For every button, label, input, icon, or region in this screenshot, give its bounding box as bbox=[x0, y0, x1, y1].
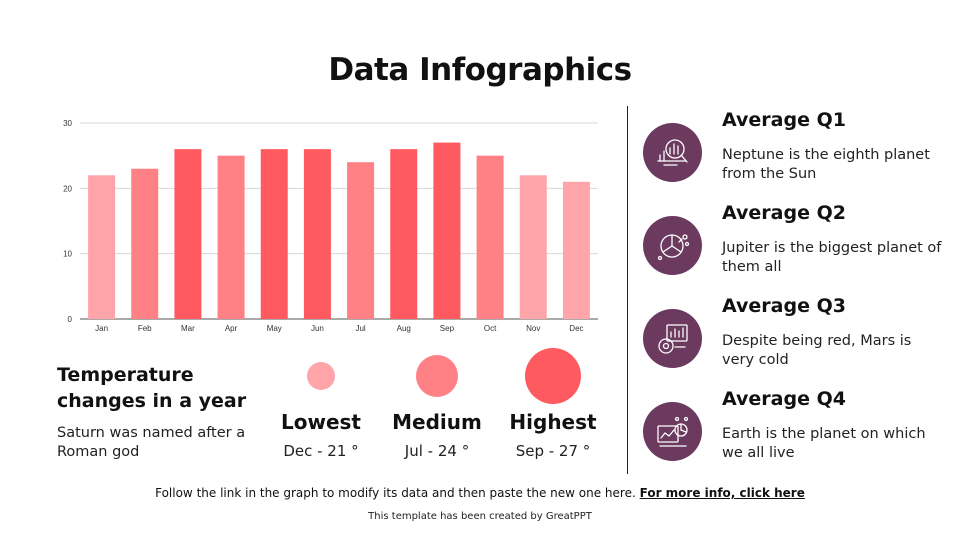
bar-mar bbox=[174, 149, 202, 319]
legend-value-lowest: Dec - 21 ° bbox=[283, 442, 359, 460]
average-q1-title: Average Q1 bbox=[722, 109, 846, 131]
y-tick-label: 0 bbox=[68, 315, 73, 324]
credit-text: This template has been created by GreatP… bbox=[368, 511, 592, 522]
bar-sep bbox=[433, 142, 461, 319]
y-tick-label: 30 bbox=[63, 119, 72, 128]
legend-label-medium: Medium bbox=[392, 410, 482, 434]
average-q4: Average Q4 Earth is the planet on which … bbox=[643, 388, 943, 468]
x-tick-label: Mar bbox=[181, 324, 195, 333]
medium-dot bbox=[416, 355, 458, 397]
x-tick-label: Sep bbox=[440, 324, 455, 333]
x-tick-label: Dec bbox=[569, 324, 583, 333]
average-q2: Average Q2 Jupiter is the biggest planet… bbox=[643, 202, 943, 282]
footer: Follow the link in the graph to modify i… bbox=[0, 486, 960, 500]
bar-feb bbox=[131, 168, 159, 319]
legend-value-medium: Jul - 24 ° bbox=[404, 442, 470, 460]
x-tick-label: Aug bbox=[397, 324, 411, 333]
dashboard-gauge-icon bbox=[643, 309, 702, 368]
y-tick-label: 20 bbox=[63, 184, 72, 193]
x-tick-label: Jan bbox=[95, 324, 108, 333]
temperature-title: Temperature changes in a year bbox=[57, 364, 247, 412]
highest-dot bbox=[525, 348, 581, 404]
bar-jul bbox=[347, 162, 375, 319]
bar-aug bbox=[390, 149, 418, 319]
bar-oct bbox=[476, 155, 504, 319]
bar-chart[interactable]: 0 10 20 30 Jan Feb Mar Apr May Jun Jul Aug Sep Oct Nov… bbox=[55, 112, 615, 342]
chart-magnifier-icon bbox=[643, 123, 702, 182]
pie-network-icon bbox=[643, 216, 702, 275]
legend-label-lowest: Lowest bbox=[281, 410, 361, 434]
lowest-dot bbox=[307, 362, 335, 390]
bar-may bbox=[260, 149, 288, 319]
x-tick-label: Feb bbox=[138, 324, 152, 333]
x-tick-label: Jun bbox=[311, 324, 324, 333]
legend-medium: Medium Jul - 24 ° bbox=[377, 346, 497, 460]
average-q4-description: Earth is the planet on which we all live bbox=[722, 426, 926, 461]
temperature-description: Saturn was named after a Roman god bbox=[57, 425, 246, 460]
x-tick-label: May bbox=[267, 324, 282, 333]
x-tick-label: Oct bbox=[484, 324, 497, 333]
average-q2-description: Jupiter is the biggest planet of them al… bbox=[722, 240, 942, 275]
x-tick-label: Jul bbox=[355, 324, 365, 333]
page-title: Data Infographics bbox=[328, 52, 632, 88]
bar-chart-svg[interactable]: 0 10 20 30 Jan Feb Mar Apr May Jun Jul Aug Sep Oct Nov… bbox=[55, 112, 615, 342]
analytics-graph-icon bbox=[643, 402, 702, 461]
bar-nov bbox=[519, 175, 547, 319]
average-q4-title: Average Q4 bbox=[722, 388, 846, 410]
legend-value-highest: Sep - 27 ° bbox=[515, 442, 591, 460]
vertical-divider bbox=[627, 106, 628, 474]
legend-highest: Highest Sep - 27 ° bbox=[493, 346, 613, 460]
bar-jun bbox=[303, 149, 331, 319]
footer-text: Follow the link in the graph to modify i… bbox=[155, 486, 636, 500]
bar-apr bbox=[217, 155, 245, 319]
average-q2-title: Average Q2 bbox=[722, 202, 846, 224]
bar-dec bbox=[562, 181, 590, 319]
bar-jan bbox=[88, 175, 116, 319]
more-info-link[interactable]: For more info, click here bbox=[639, 486, 805, 500]
y-tick-label: 10 bbox=[63, 250, 72, 259]
legend-label-highest: Highest bbox=[509, 410, 597, 434]
average-q3: Average Q3 Despite being red, Mars is ve… bbox=[643, 295, 943, 375]
legend-lowest: Lowest Dec - 21 ° bbox=[261, 346, 381, 460]
average-q1-description: Neptune is the eighth planet from the Su… bbox=[722, 147, 930, 182]
average-q3-description: Despite being red, Mars is very cold bbox=[722, 333, 912, 368]
average-q1: Average Q1 Neptune is the eighth planet … bbox=[643, 109, 943, 189]
average-q3-title: Average Q3 bbox=[722, 295, 846, 317]
x-tick-label: Nov bbox=[526, 324, 540, 333]
x-tick-label: Apr bbox=[225, 324, 238, 333]
